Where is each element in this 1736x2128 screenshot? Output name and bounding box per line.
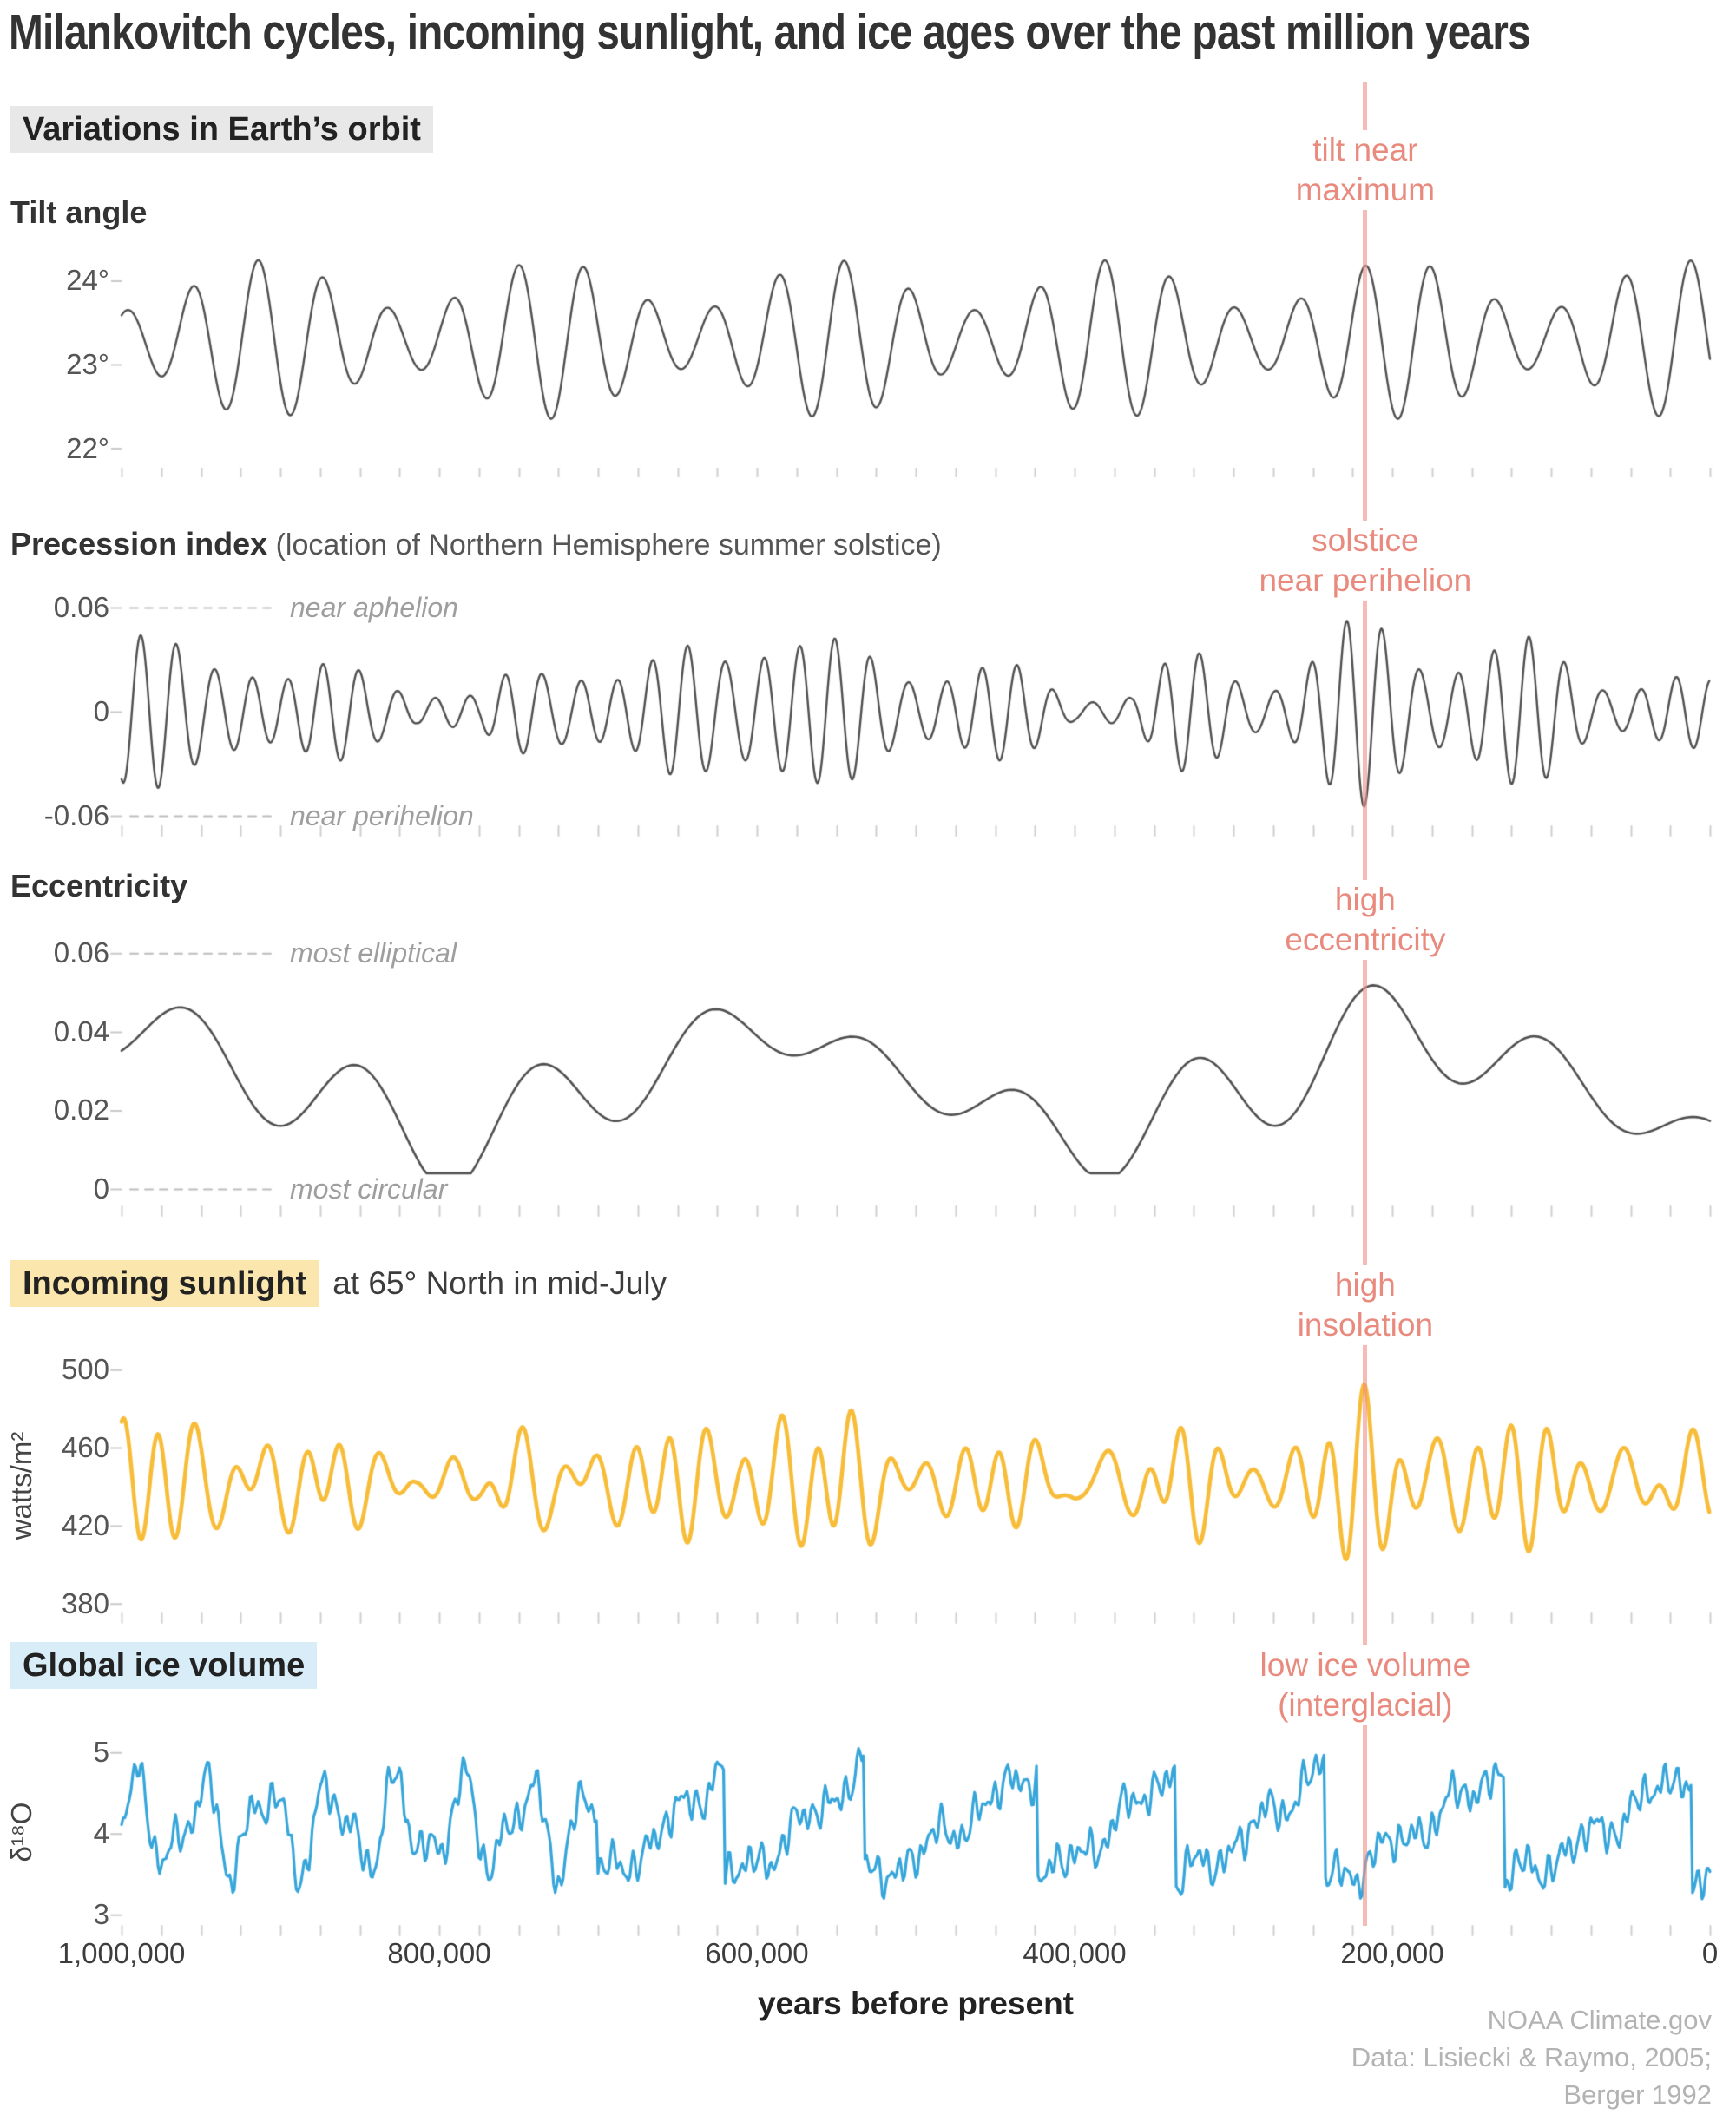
source-credit: NOAA Climate.gov Data: Lisiecki & Raymo,… <box>1351 2001 1712 2113</box>
tilt-y-tick-label: 22° <box>66 431 109 464</box>
annotation-label-line: low ice volume <box>1253 1645 1478 1685</box>
insolation-y-tick-label: 460 <box>61 1431 109 1464</box>
orbit-section-header: Variations in Earth’s orbit <box>10 106 433 153</box>
sunlight-section-header: Incoming sunlight at 65° North in mid-Jul… <box>10 1260 667 1307</box>
annotation-label-eccentricity: high eccentricity <box>1278 880 1453 960</box>
figure-title: Milankovitch cycles, incoming sunlight, … <box>9 4 1531 60</box>
x-tick-label: 1,000,000 <box>57 1937 186 1969</box>
annotation-label-line: tilt near <box>1305 130 1425 170</box>
annotation-label-line: solstice <box>1305 521 1426 561</box>
precession-panel-title-text: Precession index <box>10 526 268 562</box>
insolation-y-tick-label: 420 <box>61 1508 109 1541</box>
x-tick-label: 800,000 <box>387 1937 491 1969</box>
annotation-label-line: near perihelion <box>1252 561 1479 601</box>
source-line: Data: Lisiecki & Raymo, 2005; <box>1351 2042 1712 2072</box>
annotation-line <box>1363 82 1368 1926</box>
x-tick-label: 400,000 <box>1023 1937 1127 1969</box>
eccentricity-y-tick-label: 0.02 <box>53 1094 109 1126</box>
tilt-y-tick-label: 23° <box>66 347 109 380</box>
ice-y-tick-label: 3 <box>93 1898 109 1931</box>
insolation-y-tick-label: 500 <box>61 1353 109 1386</box>
precession-y-tick-label: -0.06 <box>43 799 109 831</box>
annotation-label-line: maximum <box>1288 170 1443 210</box>
annotation-label-tilt: tilt near maximum <box>1288 130 1443 210</box>
eccentricity-y-tick-label: 0 <box>93 1172 109 1205</box>
precession-y-tick-label: 0.06 <box>53 591 109 623</box>
tilt-panel-title: Tilt angle <box>10 194 148 230</box>
ice-y-tick-label: 5 <box>93 1736 109 1769</box>
annotation-label-line: eccentricity <box>1278 920 1453 960</box>
source-line: NOAA Climate.gov <box>1487 2005 1712 2035</box>
precession-panel-title-suffix: (location of Northern Hemisphere summer … <box>267 529 942 562</box>
eccentricity-ref-label: most elliptical <box>290 937 457 969</box>
insolation-y-tick-label: 380 <box>61 1586 109 1619</box>
annotation-label-line: (interglacial) <box>1271 1685 1460 1725</box>
sunlight-section-header-suffix: at 65° North in mid-July <box>332 1265 667 1301</box>
precession-panel-title: Precession index (location of Northern H… <box>10 526 942 562</box>
x-tick-label: 0 <box>1701 1937 1719 1969</box>
orbit-section-header-text: Variations in Earth’s orbit <box>10 106 433 153</box>
annotation-label-line: insolation <box>1290 1305 1441 1345</box>
annotation-label-line: high <box>1327 880 1403 920</box>
precession-ref-label: near perihelion <box>290 800 474 831</box>
eccentricity-y-tick-label: 0.04 <box>53 1015 109 1048</box>
x-tick-label: 600,000 <box>705 1937 809 1969</box>
ice-section-header-text: Global ice volume <box>10 1642 318 1689</box>
precession-ref-label: near aphelion <box>290 592 458 623</box>
annotation-label-line: high <box>1327 1265 1403 1305</box>
insolation-y-axis-label: watts/m² <box>5 1431 37 1540</box>
ice-section-header: Global ice volume <box>10 1642 318 1689</box>
source-line: Berger 1992 <box>1563 2079 1712 2110</box>
annotation-label-insolation: high insolation <box>1290 1265 1441 1345</box>
eccentricity-ref-label: most circular <box>290 1173 448 1205</box>
annotation-label-precession: solstice near perihelion <box>1252 521 1479 601</box>
eccentricity-panel-title: Eccentricity <box>10 868 188 903</box>
tilt-y-tick-label: 24° <box>66 264 109 297</box>
ice-y-tick-label: 4 <box>93 1816 109 1849</box>
annotation-label-ice: low ice volume (interglacial) <box>1253 1645 1478 1725</box>
x-tick-label: 200,000 <box>1340 1937 1444 1969</box>
eccentricity-y-tick-label: 0.06 <box>53 936 109 969</box>
sunlight-section-header-text: Incoming sunlight <box>10 1260 319 1307</box>
x-axis-title: years before present <box>757 1986 1074 2021</box>
precession-y-tick-label: 0 <box>93 695 109 727</box>
